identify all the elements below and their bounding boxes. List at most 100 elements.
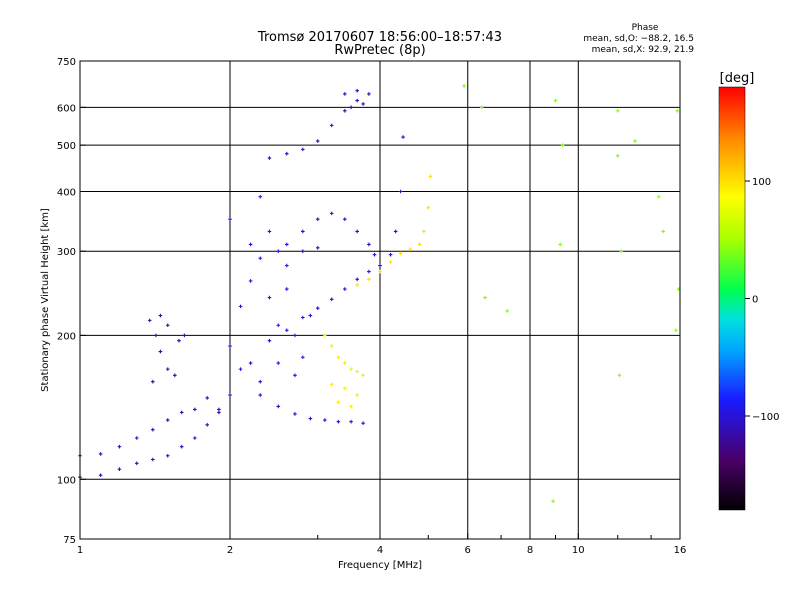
data-point	[151, 427, 155, 432]
x-tick-label: 2	[227, 545, 233, 556]
data-point	[388, 252, 393, 257]
data-point	[619, 249, 624, 254]
data-point	[284, 242, 289, 247]
data-point	[355, 369, 359, 374]
data-point	[355, 88, 359, 93]
x-tick-label: 4	[377, 545, 383, 556]
data-points	[78, 84, 681, 503]
data-point	[165, 453, 170, 458]
data-point	[248, 361, 253, 365]
data-point	[355, 229, 359, 234]
data-point	[378, 269, 382, 274]
data-point	[293, 333, 297, 338]
data-point	[674, 328, 678, 333]
y-tick-label: 500	[57, 141, 76, 152]
data-point	[315, 306, 320, 310]
data-point	[329, 382, 334, 387]
data-point	[179, 444, 184, 449]
y-tick-label: 600	[57, 103, 76, 114]
data-point	[117, 444, 122, 449]
data-point	[315, 217, 320, 222]
data-point	[426, 205, 431, 210]
data-point	[165, 323, 170, 328]
y-tick-label: 100	[57, 475, 76, 486]
data-point	[228, 217, 232, 222]
data-point	[258, 194, 263, 199]
data-point	[343, 386, 347, 391]
y-tick-label: 300	[57, 247, 76, 258]
data-point	[462, 84, 466, 88]
data-point	[355, 283, 359, 287]
data-point	[505, 309, 509, 313]
data-point	[349, 419, 353, 424]
data-point	[165, 367, 170, 371]
data-point	[98, 473, 103, 477]
colorbar-tick-label: 100	[752, 177, 771, 188]
x-tick-label: 8	[527, 545, 533, 556]
data-point	[284, 328, 289, 333]
data-point	[173, 373, 177, 378]
grid-lines	[80, 61, 680, 539]
x-axis-label: Frequency [MHz]	[338, 560, 422, 571]
colorbar-ticks: 100 0 −100	[745, 177, 779, 423]
stats-heading: Phase	[632, 23, 659, 33]
data-point	[398, 189, 403, 194]
colorbar-label: [deg]	[720, 71, 755, 86]
data-point	[177, 338, 181, 343]
data-point	[355, 98, 359, 103]
data-point	[158, 349, 163, 354]
data-point	[117, 467, 122, 471]
data-point	[293, 373, 297, 378]
y-tick-label: 200	[57, 331, 76, 342]
data-point	[193, 407, 197, 412]
data-point	[329, 344, 334, 348]
data-point	[355, 277, 359, 282]
data-point	[248, 242, 253, 247]
data-point	[553, 98, 558, 103]
x-tick-label: 1	[77, 545, 83, 556]
data-point	[367, 242, 371, 247]
data-point	[367, 92, 371, 96]
data-point	[388, 260, 393, 264]
data-point	[355, 393, 359, 397]
data-point	[417, 242, 422, 247]
data-point	[343, 217, 347, 222]
x-tick-label: 6	[465, 545, 471, 556]
data-point	[367, 269, 371, 274]
data-point	[349, 105, 353, 110]
data-point	[301, 229, 305, 234]
data-point	[193, 436, 197, 440]
data-point	[151, 379, 155, 384]
data-point	[258, 379, 263, 384]
data-point	[258, 393, 263, 397]
data-point	[551, 499, 555, 503]
data-point	[675, 109, 680, 113]
data-point	[205, 396, 209, 400]
data-point	[284, 263, 289, 268]
data-point	[323, 333, 327, 338]
data-point	[158, 313, 163, 318]
data-point	[661, 229, 665, 234]
data-point	[284, 151, 289, 156]
data-point	[179, 410, 184, 415]
data-point	[238, 367, 243, 371]
data-point	[633, 139, 637, 143]
data-point	[558, 242, 563, 247]
data-point	[329, 211, 334, 216]
chart-subtitle: RwPretec (8p)	[334, 43, 425, 58]
data-point	[301, 147, 305, 152]
data-point	[378, 263, 382, 268]
data-point	[228, 393, 232, 397]
data-point	[134, 436, 139, 440]
data-point	[329, 123, 334, 128]
data-point	[284, 287, 289, 291]
data-point	[336, 400, 341, 404]
data-point	[343, 361, 347, 365]
data-point	[336, 355, 341, 360]
data-point	[408, 247, 413, 251]
data-point	[267, 229, 272, 234]
data-point	[276, 404, 281, 409]
data-point	[293, 412, 297, 416]
data-point	[308, 416, 313, 421]
data-point	[349, 367, 353, 371]
